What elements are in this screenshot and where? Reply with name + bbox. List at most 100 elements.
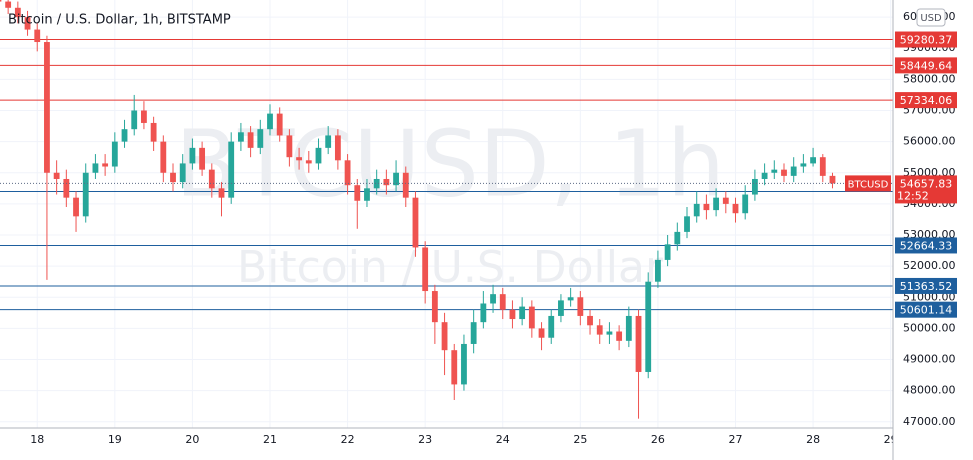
level-label-box [895,92,957,109]
candle-body [781,169,787,176]
candle-body [519,306,526,320]
y-tick-label: 47000.00 [903,415,956,428]
candle-body [810,157,816,164]
candle-body [111,141,118,167]
candle-body [247,132,254,148]
candle-body [73,197,79,217]
candle-body [121,129,128,142]
watermark: BTCUSD, 1h [175,110,725,217]
candle-body [5,1,12,8]
candle-body [567,297,574,301]
level-label-box [895,301,957,318]
candle-body [596,325,603,335]
candle-body [315,147,322,164]
candle-body [451,350,458,385]
candle-body [422,247,429,292]
candle-body [616,331,623,341]
x-tick-label: 21 [263,433,277,446]
candle-body [102,163,109,167]
candle-body [82,172,89,217]
candle-body [490,294,496,304]
candle-body [34,29,41,43]
candle-body [655,259,661,282]
candle-body [237,132,244,142]
level-label: 51363.52 [900,280,953,293]
candle-body [325,135,332,148]
candle-body [819,157,826,176]
level-label: 58449.64 [900,59,953,72]
candle-body [24,17,31,30]
candle-body [528,306,535,329]
candle-body [480,303,487,323]
candle-body [713,197,720,211]
x-tick-label: 23 [418,433,432,446]
level-label-box [895,31,957,48]
candle-body [771,169,778,173]
y-tick-label: 50000.00 [903,321,956,334]
candle-body [53,172,60,179]
candle-body [393,172,399,186]
candle-body [218,188,225,198]
y-tick-label: 48000.00 [903,384,956,397]
candle-body [354,185,361,201]
candle-body [150,122,157,142]
candle-body [179,163,186,183]
level-label: 50601.14 [900,304,953,317]
x-tick-label: 26 [651,433,665,446]
countdown: 12:52 [897,189,929,202]
level-label-box [895,237,957,254]
candle-body [364,188,370,201]
candle-body [257,129,264,148]
candle-body [344,160,351,186]
candle-body [286,135,293,158]
x-tick-label: 20 [185,433,199,446]
currency: USD [920,13,942,24]
chart-title: Bitcoin / U.S. Dollar, 1h, BITSTAMP [8,13,231,28]
candle-body [461,343,467,385]
candle-body [703,203,710,211]
candle-body [587,315,593,326]
candle-body [44,42,50,173]
candle-body [732,203,739,214]
price-axis [893,0,973,460]
candle-body [141,110,147,123]
candle-body [160,141,167,173]
candle-body [402,172,409,198]
candle-body [509,309,516,320]
candle-body [0,0,2,2]
candle-body [92,163,99,173]
candle-body [722,197,729,204]
candle-body [131,110,138,130]
x-tick-label: 22 [341,433,355,446]
candle-body [499,294,506,310]
candle-body [664,244,671,260]
candle-body [548,315,555,338]
watermark: Bitcoin / U.S. Dollar [237,242,664,293]
candle-body [645,281,652,372]
candle-body [412,197,419,248]
candle-body [577,297,584,316]
candle-body [334,135,341,161]
candle-body [383,178,390,186]
candle-body [470,322,477,344]
candle-body [558,300,564,316]
candle-body [684,216,690,232]
candle-body [606,331,613,335]
y-tick-label: 49000.00 [903,353,956,366]
x-tick-label: 28 [806,433,820,446]
candle-body [305,160,312,164]
price-tag: BTCUSD [848,179,889,190]
candle-body [14,7,21,18]
price-tag-box [845,175,891,192]
candle-body [790,166,797,176]
level-label: 52664.33 [900,239,953,252]
level-label: 57334.06 [900,94,953,107]
candle-body [373,178,380,189]
candle-body [751,178,758,195]
candle-body [674,231,681,245]
candle-body [761,172,768,179]
currency-badge [916,8,946,27]
candle-body [625,315,632,341]
x-tick-label: 27 [729,433,743,446]
